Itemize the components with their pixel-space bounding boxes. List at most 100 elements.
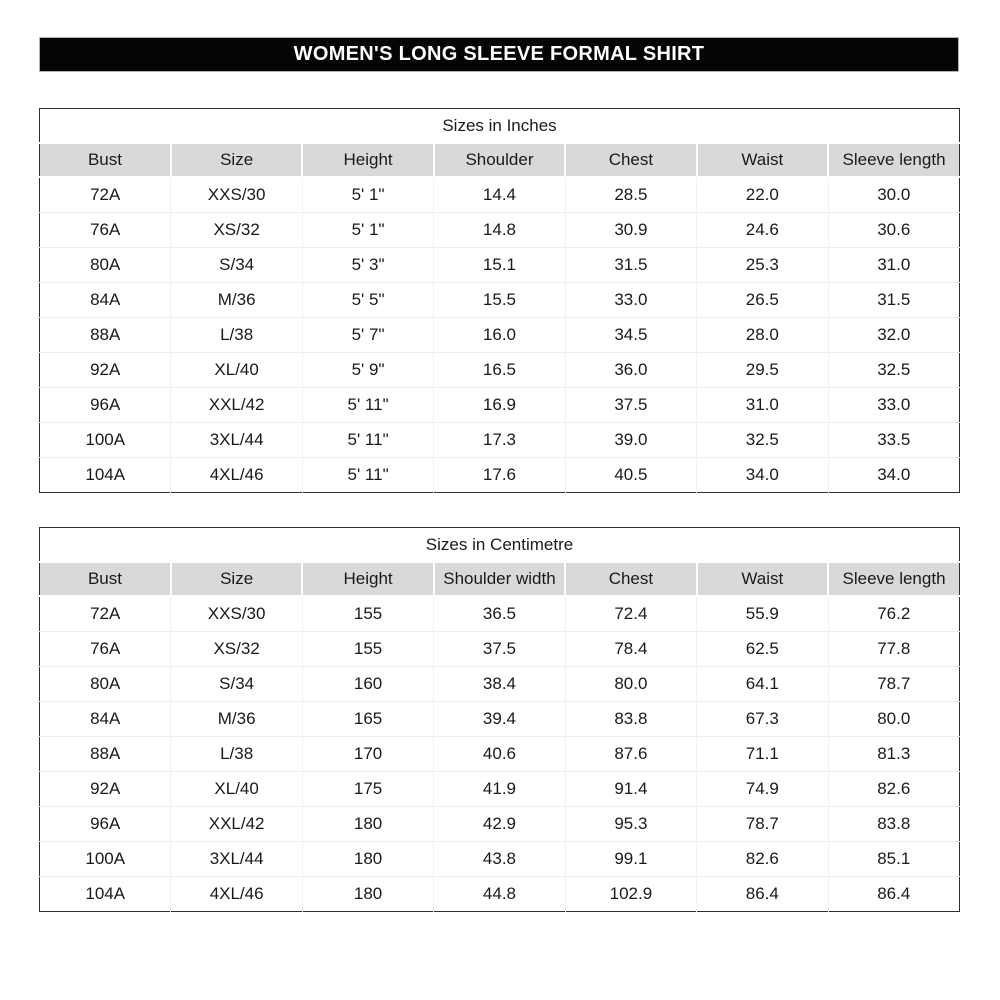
- sizes-in-centimetre-table: Sizes in Centimetre Bust Size Height Shoulde…: [39, 527, 960, 912]
- table-cell: 62.5: [696, 631, 829, 667]
- table-cell: 67.3: [696, 701, 829, 737]
- table-cell: 5' 3": [301, 247, 434, 283]
- table-cell: 104A: [39, 876, 171, 912]
- table-cell: 91.4: [564, 771, 697, 807]
- table-cell: 4XL/46: [170, 457, 303, 493]
- table-cell: 34.5: [564, 317, 697, 353]
- table-cell: 30.9: [564, 212, 697, 248]
- header-cell: Shoulder: [432, 143, 566, 178]
- table-cell: 92A: [39, 352, 171, 388]
- table-cell: 72A: [39, 595, 171, 632]
- table-cell: 33.5: [827, 422, 960, 458]
- table-cell: 78.7: [696, 806, 829, 842]
- table-cell: 180: [301, 841, 434, 877]
- table-row: 76A XS/32 155 37.5 78.4 62.5 77.8: [39, 631, 960, 667]
- table-cell: M/36: [170, 282, 303, 318]
- table-cell: 36.0: [564, 352, 697, 388]
- table-cell: 44.8: [433, 876, 566, 912]
- table-row: 80A S/34 5' 3" 15.1 31.5 25.3 31.0: [39, 247, 960, 283]
- table-cell: 78.7: [827, 666, 960, 702]
- header-cell: Height: [301, 562, 434, 597]
- table-cell: 34.0: [827, 457, 960, 493]
- table-cell: 86.4: [827, 876, 960, 912]
- table-cell: 96A: [39, 806, 171, 842]
- table-cell: 102.9: [564, 876, 697, 912]
- table-cell: 76A: [39, 631, 171, 667]
- table-cell: 15.1: [433, 247, 566, 283]
- table-cell: 26.5: [696, 282, 829, 318]
- table-cell: 80.0: [827, 701, 960, 737]
- table-cell: 5' 1": [301, 176, 434, 213]
- table-row: 96A XXL/42 180 42.9 95.3 78.7 83.8: [39, 806, 960, 842]
- table-row: 100A 3XL/44 180 43.8 99.1 82.6 85.1: [39, 841, 960, 877]
- table-cell: 84A: [39, 701, 171, 737]
- table-cell: 85.1: [827, 841, 960, 877]
- table-row: 72A XXS/30 155 36.5 72.4 55.9 76.2: [39, 595, 960, 632]
- header-cell: Size: [169, 143, 303, 178]
- table-cell: 180: [301, 876, 434, 912]
- table-cell: 160: [301, 666, 434, 702]
- table-cell: L/38: [170, 317, 303, 353]
- table-cell: XL/40: [170, 771, 303, 807]
- table-cell: 5' 11": [301, 457, 434, 493]
- table-cell: 36.5: [433, 595, 566, 632]
- table-cell: 72.4: [564, 595, 697, 632]
- table-cell: 22.0: [696, 176, 829, 213]
- table-row: 76A XS/32 5' 1" 14.8 30.9 24.6 30.6: [39, 212, 960, 248]
- table-cell: XS/32: [170, 212, 303, 248]
- table-cell: 16.9: [433, 387, 566, 423]
- table-cell: 78.4: [564, 631, 697, 667]
- table-cell: 40.5: [564, 457, 697, 493]
- table-cell: 39.4: [433, 701, 566, 737]
- table-cell: 39.0: [564, 422, 697, 458]
- table-cell: 83.8: [564, 701, 697, 737]
- table-cell: 25.3: [696, 247, 829, 283]
- header-cell: Waist: [695, 562, 829, 597]
- table-cell: XL/40: [170, 352, 303, 388]
- table-cell: 32.5: [696, 422, 829, 458]
- table-cell: 33.0: [564, 282, 697, 318]
- table-cell: 71.1: [696, 736, 829, 772]
- table-cell: 24.6: [696, 212, 829, 248]
- table-cell: 31.5: [564, 247, 697, 283]
- table-cell: XXS/30: [170, 595, 303, 632]
- table-cell: 84A: [39, 282, 171, 318]
- table-cell: 96A: [39, 387, 171, 423]
- table-cell: 74.9: [696, 771, 829, 807]
- table-cell: 16.0: [433, 317, 566, 353]
- table-cell: 72A: [39, 176, 171, 213]
- table-cell: 29.5: [696, 352, 829, 388]
- table-cell: 76.2: [827, 595, 960, 632]
- table-cell: XXL/42: [170, 387, 303, 423]
- table-cell: XS/32: [170, 631, 303, 667]
- table-cell: 30.6: [827, 212, 960, 248]
- table-cell: S/34: [170, 666, 303, 702]
- table-cell: 32.0: [827, 317, 960, 353]
- table-row: 80A S/34 160 38.4 80.0 64.1 78.7: [39, 666, 960, 702]
- table-cell: 40.6: [433, 736, 566, 772]
- table-cell: M/36: [170, 701, 303, 737]
- table-cell: 55.9: [696, 595, 829, 632]
- table-cell: 28.5: [564, 176, 697, 213]
- table-cell: 3XL/44: [170, 841, 303, 877]
- table-cell: 5' 11": [301, 422, 434, 458]
- table-cell: 100A: [39, 422, 171, 458]
- table-row: 104A 4XL/46 5' 11" 17.6 40.5 34.0 34.0: [39, 457, 960, 493]
- table-cell: 100A: [39, 841, 171, 877]
- table-content: Sizes in Inches Bust Size Height Shoulder Che…: [39, 108, 960, 493]
- table-cell: 4XL/46: [170, 876, 303, 912]
- header-cell: Chest: [564, 562, 697, 597]
- table-cell: 80.0: [564, 666, 697, 702]
- table-cell: XXL/42: [170, 806, 303, 842]
- table-cell: 88A: [39, 736, 171, 772]
- product-title-bar: WOMEN'S LONG SLEEVE FORMAL SHIRT: [39, 37, 959, 72]
- table-cell: 64.1: [696, 666, 829, 702]
- table-row: 84A M/36 165 39.4 83.8 67.3 80.0: [39, 701, 960, 737]
- table-cell: 17.6: [433, 457, 566, 493]
- table-cell: 5' 11": [301, 387, 434, 423]
- table-cell: 17.3: [433, 422, 566, 458]
- table-cell: 155: [301, 631, 434, 667]
- table-cell: 37.5: [433, 631, 566, 667]
- table-row: 92A XL/40 175 41.9 91.4 74.9 82.6: [39, 771, 960, 807]
- table-cell: 83.8: [827, 806, 960, 842]
